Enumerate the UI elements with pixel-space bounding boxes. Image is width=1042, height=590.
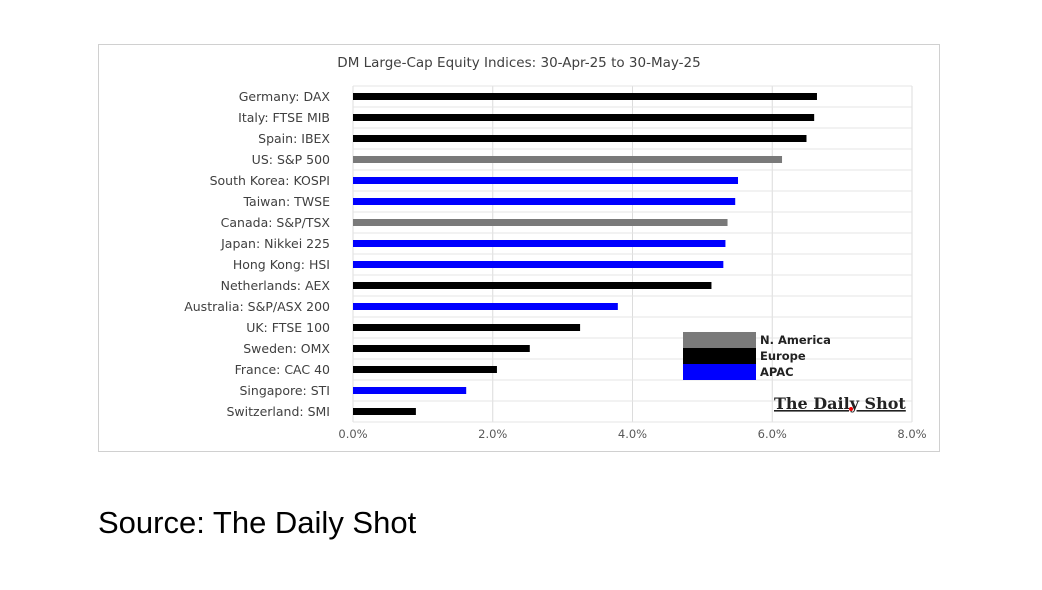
- x-tick-label: 2.0%: [478, 427, 507, 441]
- bar-10: [353, 303, 618, 310]
- category-label: Taiwan: TWSE: [242, 194, 330, 209]
- chart-frame: DM Large-Cap Equity Indices: 30-Apr-25 t…: [98, 44, 940, 452]
- legend-label: Europe: [760, 349, 806, 363]
- bar-7: [353, 240, 726, 247]
- bar-11: [353, 324, 581, 331]
- chart-title: DM Large-Cap Equity Indices: 30-Apr-25 t…: [337, 55, 700, 71]
- category-label: US: S&P 500: [252, 152, 330, 167]
- bar-3: [353, 156, 783, 163]
- category-label: UK: FTSE 100: [246, 320, 330, 335]
- category-label: Germany: DAX: [239, 89, 331, 104]
- legend-swatch: [683, 332, 756, 348]
- bar-2: [353, 135, 807, 142]
- bar-14: [353, 387, 467, 394]
- x-tick-label: 6.0%: [758, 427, 787, 441]
- logo-dot: [849, 407, 853, 411]
- category-label: Spain: IBEX: [258, 131, 330, 146]
- source-caption: Source: The Daily Shot: [98, 505, 417, 540]
- bar-4: [353, 177, 739, 184]
- legend-swatch: [683, 348, 756, 364]
- bar-chart: DM Large-Cap Equity Indices: 30-Apr-25 t…: [184, 55, 926, 441]
- bar-8: [353, 261, 724, 268]
- category-label: Singapore: STI: [239, 383, 330, 398]
- category-label: Japan: Nikkei 225: [220, 236, 330, 251]
- bar-6: [353, 219, 728, 226]
- legend-label: APAC: [760, 365, 794, 379]
- bar-5: [353, 198, 736, 205]
- bar-0: [353, 93, 817, 100]
- category-label: Hong Kong: HSI: [233, 257, 330, 272]
- category-label: Australia: S&P/ASX 200: [184, 299, 330, 314]
- category-label: Sweden: OMX: [243, 341, 330, 356]
- category-label: Netherlands: AEX: [221, 278, 331, 293]
- x-tick-label: 0.0%: [338, 427, 367, 441]
- bar-15: [353, 408, 416, 415]
- category-label: Canada: S&P/TSX: [221, 215, 331, 230]
- legend-label: N. America: [760, 333, 831, 347]
- bar-12: [353, 345, 530, 352]
- category-label: France: CAC 40: [235, 362, 330, 377]
- category-label: South Korea: KOSPI: [210, 173, 330, 188]
- x-tick-label: 8.0%: [897, 427, 926, 441]
- category-label: Switzerland: SMI: [226, 404, 330, 419]
- x-tick-label: 4.0%: [618, 427, 647, 441]
- category-label: Italy: FTSE MIB: [238, 110, 330, 125]
- bar-13: [353, 366, 497, 373]
- bar-1: [353, 114, 815, 121]
- legend-swatch: [683, 364, 756, 380]
- daily-shot-logo: The Daily Shot: [774, 394, 906, 413]
- bar-9: [353, 282, 712, 289]
